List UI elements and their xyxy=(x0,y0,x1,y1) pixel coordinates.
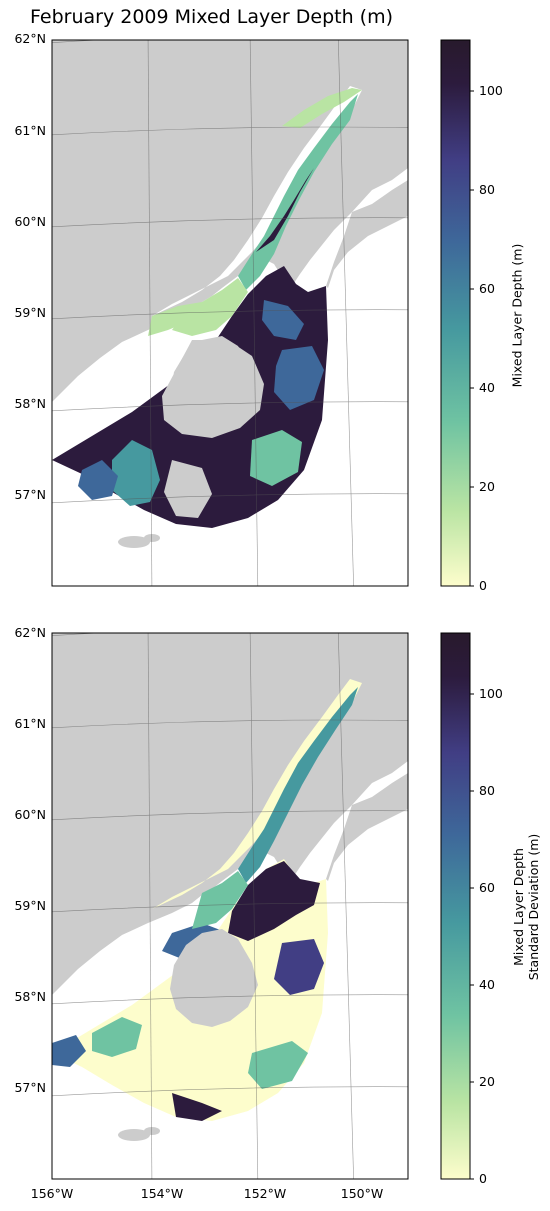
lat-label-61: 61°N xyxy=(14,716,46,731)
island-small-2 xyxy=(144,1127,160,1135)
colorbar-1 xyxy=(440,39,474,587)
cb2-tick-20: 20 xyxy=(479,1074,495,1089)
lat-label-62: 62°N xyxy=(14,31,46,46)
graticule xyxy=(52,633,408,1179)
lat-label-57: 57°N xyxy=(14,1080,46,1095)
figure-title: February 2009 Mixed Layer Depth (m) xyxy=(30,6,394,28)
map-panel-mld xyxy=(51,39,409,587)
lat-label-59: 59°N xyxy=(14,898,46,913)
island-small-2 xyxy=(144,534,160,542)
lat-label-60: 60°N xyxy=(14,214,46,229)
inlet-water-bg xyxy=(152,86,362,316)
cb2-tick-100: 100 xyxy=(479,686,503,701)
colorbar-2-label: Mixed Layer Depth Standard Deviation (m) xyxy=(511,833,541,981)
island-small xyxy=(118,536,150,548)
lon-label-154: 154°W xyxy=(140,1186,184,1201)
cb2-tick-80: 80 xyxy=(479,783,495,798)
colorbar-2 xyxy=(440,632,474,1180)
cb2-tick-60: 60 xyxy=(479,880,495,895)
island-kodiak xyxy=(170,929,258,1027)
lat-label-58: 58°N xyxy=(14,396,46,411)
lon-label-150: 150°W xyxy=(340,1186,384,1201)
cb1-tick-40: 40 xyxy=(479,380,495,395)
cb1-tick-60: 60 xyxy=(479,281,495,296)
cb1-tick-0: 0 xyxy=(479,578,487,593)
cb1-tick-80: 80 xyxy=(479,182,495,197)
lon-label-152: 152°W xyxy=(243,1186,287,1201)
graticule xyxy=(52,40,408,586)
cb2-tick-40: 40 xyxy=(479,977,495,992)
cb1-tick-20: 20 xyxy=(479,479,495,494)
lat-label-59: 59°N xyxy=(14,305,46,320)
land-coast-east xyxy=(326,180,408,288)
map-panel-mld-std xyxy=(51,632,409,1180)
lat-label-61: 61°N xyxy=(14,123,46,138)
land-coast-east xyxy=(326,773,408,881)
land-peninsula xyxy=(52,480,212,586)
cb1-tick-100: 100 xyxy=(479,83,503,98)
island-kodiak xyxy=(170,336,258,434)
lon-label-156: 156°W xyxy=(30,1186,74,1201)
island-small xyxy=(118,1129,150,1141)
map-frame xyxy=(51,632,409,1180)
cb2-tick-0: 0 xyxy=(479,1171,487,1186)
colorbar-1-label: Mixed Layer Depth (m) xyxy=(509,243,525,388)
lat-label-58: 58°N xyxy=(14,989,46,1004)
lat-label-62: 62°N xyxy=(14,625,46,640)
lat-label-60: 60°N xyxy=(14,807,46,822)
map-frame xyxy=(51,39,409,587)
lat-label-57: 57°N xyxy=(14,487,46,502)
